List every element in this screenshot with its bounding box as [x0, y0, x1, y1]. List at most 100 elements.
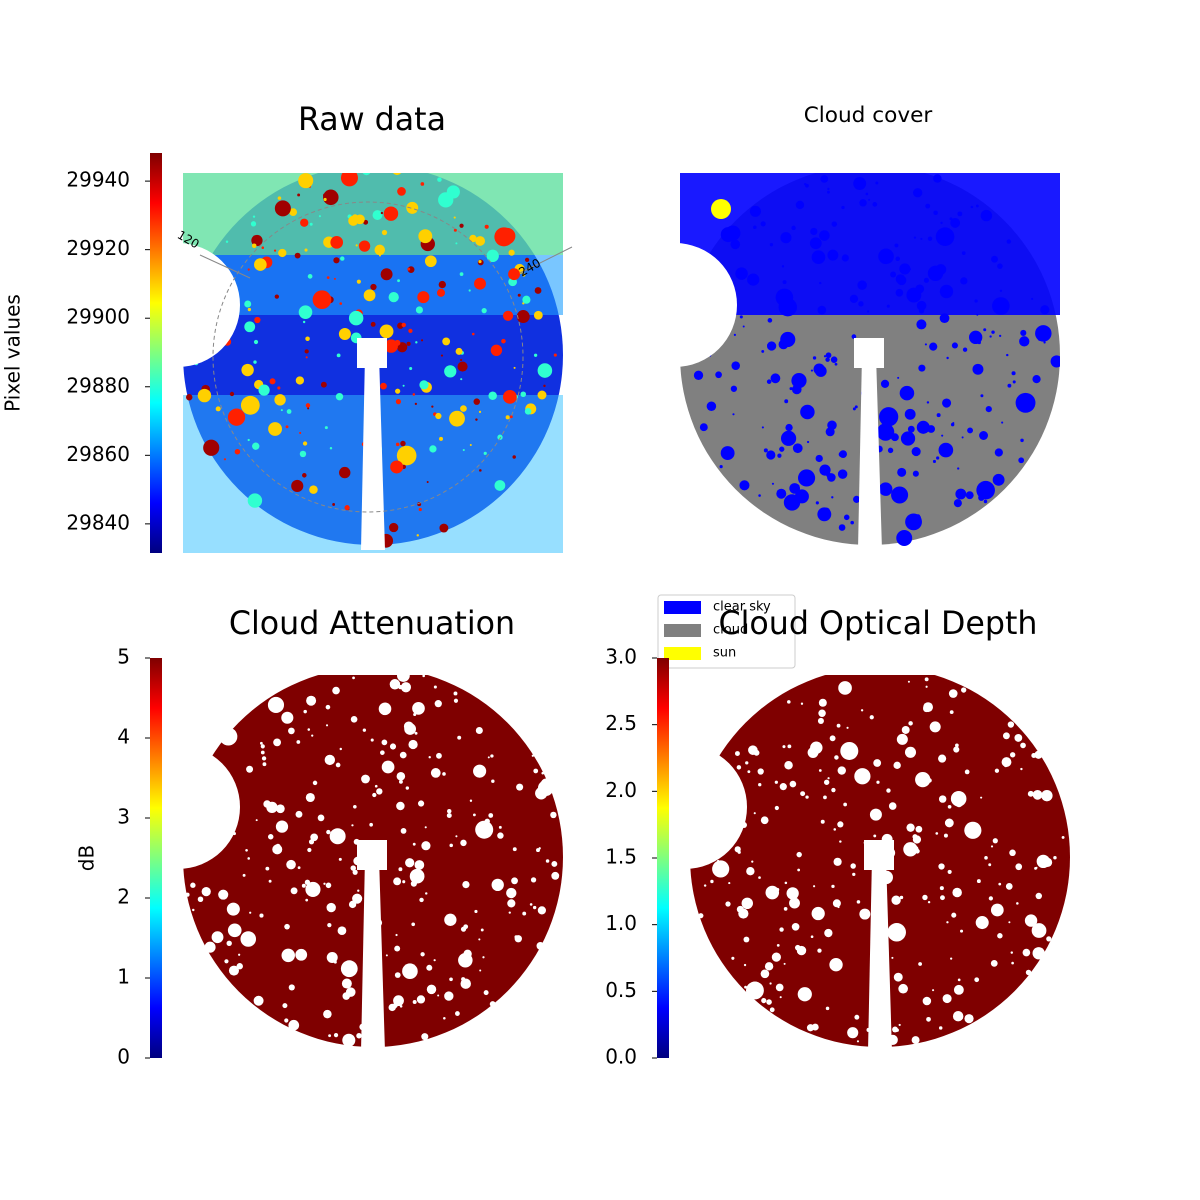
legend-swatch — [664, 624, 701, 637]
sky-speck — [186, 394, 193, 401]
sky-speck — [949, 217, 953, 221]
sky-speck — [767, 318, 773, 323]
sky-speck — [506, 887, 517, 899]
sky-speck — [480, 928, 484, 932]
sky-speck — [1053, 855, 1057, 860]
sky-speck — [381, 760, 395, 774]
sky-speck — [273, 738, 281, 747]
sky-speck — [1031, 297, 1034, 301]
sky-speck — [302, 473, 307, 478]
colorbar-tick-label: 3.0 — [605, 645, 637, 669]
sky-speck — [289, 208, 298, 217]
sky-speck — [339, 747, 343, 751]
sky-speck — [260, 744, 265, 749]
sky-speck — [356, 279, 361, 284]
sky-speck — [203, 439, 220, 456]
colorbar-tick-label: 29900 — [66, 305, 130, 329]
sky-speck — [277, 196, 282, 200]
sky-speck — [947, 804, 952, 809]
sky-speck — [486, 249, 499, 263]
sky-speck — [415, 341, 418, 344]
sky-speck — [797, 868, 801, 872]
sky-speck — [401, 322, 406, 328]
sky-speck — [1016, 902, 1019, 905]
sky-speck — [1050, 355, 1060, 368]
sky-speck — [942, 994, 952, 1004]
sky-speck — [991, 255, 998, 263]
sky-speck — [1009, 752, 1016, 758]
sky-speck — [796, 851, 802, 858]
sky-speck — [998, 882, 1002, 886]
sky-speck — [950, 422, 955, 427]
colorbar-tick-label: 29860 — [66, 442, 130, 466]
sky-speck — [731, 956, 735, 960]
sky-speck — [739, 480, 750, 491]
sky-speck — [421, 1033, 429, 1041]
sky-speck — [520, 391, 527, 398]
sky-speck — [524, 408, 532, 415]
sky-speck — [832, 899, 841, 908]
sky-speck — [462, 880, 470, 889]
sky-speck — [433, 959, 436, 962]
sky-speck — [761, 349, 765, 353]
sky-speck — [989, 335, 992, 338]
sky-speck — [744, 985, 748, 989]
sky-speck — [796, 484, 800, 488]
sky-speck — [299, 450, 307, 458]
sky-speck — [917, 194, 920, 197]
sky-speck — [412, 393, 416, 396]
sky-speck — [254, 258, 267, 271]
sky-speck — [537, 390, 547, 400]
sky-speck — [924, 343, 927, 346]
sky-speck — [479, 469, 482, 472]
sky-speck — [395, 933, 398, 937]
sky-speck — [453, 216, 456, 219]
sky-speck — [926, 1016, 931, 1022]
sky-speck — [326, 952, 338, 964]
sky-speck — [402, 880, 406, 884]
sky-speck — [829, 735, 836, 742]
sky-speck — [703, 884, 707, 887]
sky-speck — [517, 293, 521, 297]
colorbar-tick-label: 4 — [117, 725, 130, 749]
sky-speck — [262, 762, 267, 767]
sky-speck — [341, 978, 352, 989]
sky-speck — [426, 481, 429, 484]
sky-speck — [747, 770, 751, 774]
sky-speck — [791, 384, 802, 395]
sky-speck — [472, 813, 476, 817]
sky-speck — [333, 277, 336, 280]
sky-speck — [878, 248, 894, 265]
sky-speck — [434, 700, 442, 708]
sky-speck — [765, 885, 780, 900]
sky-speck — [760, 816, 769, 825]
sky-speck — [831, 884, 835, 889]
sky-speck — [952, 887, 962, 898]
sky-speck — [766, 341, 777, 351]
sky-speck — [939, 284, 954, 299]
sky-speck — [490, 754, 494, 758]
sky-speck — [300, 218, 309, 227]
sky-speck — [419, 897, 424, 903]
sky-speck — [536, 942, 545, 950]
sky-speck — [1015, 392, 1036, 413]
sky-speck — [400, 682, 412, 693]
sky-speck — [352, 869, 358, 875]
sky-speck — [381, 229, 388, 236]
sky-speck — [277, 386, 281, 390]
sky-speck — [815, 454, 823, 463]
sky-speck — [925, 685, 928, 688]
sky-speck — [335, 762, 341, 768]
sky-speck — [502, 310, 514, 321]
sky-speck — [440, 354, 444, 357]
sky-speck — [964, 769, 970, 775]
sky-speck — [1032, 375, 1041, 384]
sky-speck — [779, 446, 785, 452]
colorbar-tick-label: 2 — [117, 885, 130, 909]
sky-speck — [247, 493, 263, 508]
sky-speck — [312, 780, 318, 786]
sky-speck — [288, 984, 295, 991]
sky-speck — [823, 779, 830, 785]
sky-speck — [906, 823, 915, 832]
sky-speck — [484, 224, 489, 229]
